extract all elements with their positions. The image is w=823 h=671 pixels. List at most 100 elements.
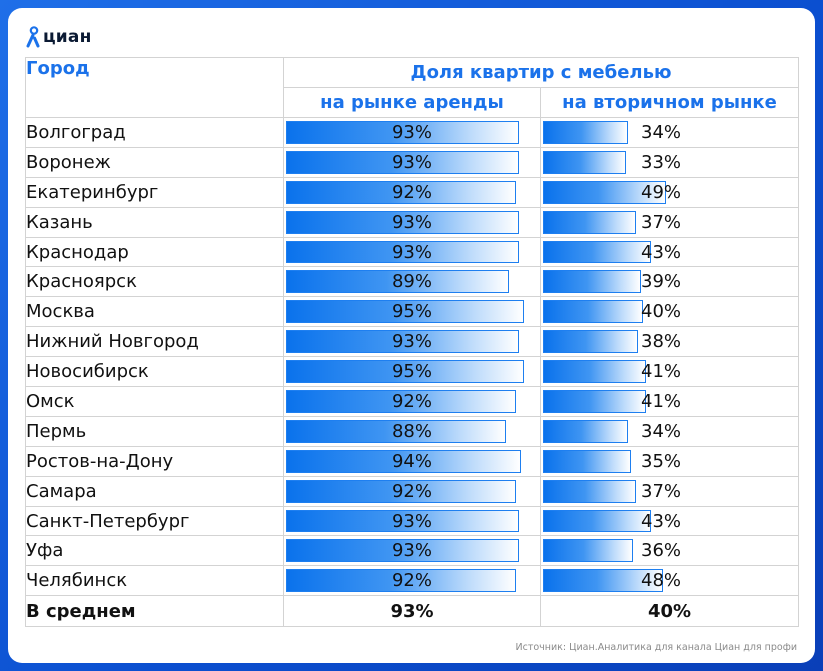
city-label: Екатеринбург [25, 176, 284, 208]
secondary-column-header: на вторичном рынке [539, 87, 800, 118]
secondary-value-label: 43% [641, 241, 682, 263]
table-row: Ростов-на-Дону 94% 35% [25, 445, 800, 477]
table-row: Москва 95% 40% [25, 296, 800, 328]
rent-value-label: 93% [391, 211, 432, 233]
rent-bar [286, 180, 516, 204]
rent-bar [286, 390, 516, 413]
secondary-value-label: 48% [641, 570, 682, 592]
secondary-value-label: 49% [641, 181, 682, 203]
secondary-value-label: 37% [641, 211, 682, 233]
secondary-value-label: 36% [641, 540, 682, 562]
rent-value-label: 93% [391, 510, 432, 532]
cian-logo: циан [26, 26, 92, 48]
rent-cell: 93% [283, 146, 541, 178]
average-secondary: 40% [539, 595, 800, 628]
city-label: Волгоград [25, 117, 284, 148]
secondary-value-label: 41% [641, 390, 682, 412]
rent-cell: 93% [283, 535, 541, 567]
table-row: Волгоград 93% 34% [25, 117, 800, 148]
source-note: Источник: Циан.Аналитика для канала Циан… [515, 642, 797, 653]
secondary-bar [543, 479, 636, 503]
table-row: Воронеж 93% 33% [25, 146, 800, 178]
rent-bar [286, 150, 519, 174]
rent-value-label: 93% [391, 151, 432, 173]
city-label: Воронеж [25, 146, 284, 178]
rent-bar [286, 539, 519, 563]
rent-value-label: 92% [391, 390, 432, 412]
secondary-cell: 40% [539, 296, 800, 328]
table-body: Волгоград 93% 34% Воронеж 93% 33% Екатеринбург… [25, 117, 800, 597]
rent-cell: 93% [283, 236, 541, 268]
table-row: Нижний Новгород 93% 38% [25, 326, 800, 358]
secondary-value-label: 37% [641, 480, 682, 502]
rent-cell: 95% [283, 356, 541, 388]
secondary-cell: 43% [539, 505, 800, 537]
rent-cell: 92% [283, 475, 541, 507]
rent-value-label: 93% [391, 121, 432, 143]
city-label: Краснодар [25, 236, 284, 268]
secondary-cell: 49% [539, 176, 800, 208]
city-label: Пермь [25, 415, 284, 447]
secondary-cell: 41% [539, 356, 800, 388]
table-row: Самара 92% 37% [25, 475, 800, 507]
rent-value-label: 95% [391, 301, 432, 323]
secondary-cell: 36% [539, 535, 800, 567]
rent-bar [286, 270, 509, 294]
average-rent: 93% [283, 595, 541, 628]
table-row: Санкт-Петербург 93% 43% [25, 505, 800, 537]
city-label: Челябинск [25, 565, 284, 597]
city-label: Санкт-Петербург [25, 505, 284, 537]
table-row: Пермь 88% 34% [25, 415, 800, 447]
rent-bar [286, 479, 516, 503]
rent-value-label: 94% [391, 450, 432, 472]
table-row: Красноярск 89% 39% [25, 266, 800, 298]
table-row: Омск 92% 41% [25, 386, 800, 417]
rent-cell: 94% [283, 445, 541, 477]
rent-value-label: 92% [391, 480, 432, 502]
rent-value-label: 93% [391, 540, 432, 562]
table-row: Челябинск 92% 48% [25, 565, 800, 597]
rent-column-header: на рынке аренды [283, 87, 541, 118]
rent-value-label: 89% [391, 271, 432, 293]
secondary-bar [543, 180, 666, 204]
rent-cell: 92% [283, 386, 541, 417]
rent-value-label: 92% [391, 181, 432, 203]
rent-bar [286, 449, 521, 473]
rent-cell: 92% [283, 565, 541, 597]
secondary-cell: 48% [539, 565, 800, 597]
secondary-bar [543, 509, 651, 533]
table-row: Новосибирск 95% 41% [25, 356, 800, 388]
secondary-value-label: 39% [641, 271, 682, 293]
secondary-cell: 41% [539, 386, 800, 417]
rent-cell: 93% [283, 326, 541, 358]
furniture-share-table: Город Доля квартир с мебелью на рынке ар… [25, 57, 800, 628]
rent-bar [286, 360, 524, 384]
rent-value-label: 95% [391, 361, 432, 383]
rent-value-label: 93% [391, 331, 432, 353]
rent-bar [286, 330, 519, 354]
average-row: В среднем 93% 40% [25, 595, 800, 628]
rent-cell: 88% [283, 415, 541, 447]
secondary-value-label: 43% [641, 510, 682, 532]
rent-cell: 89% [283, 266, 541, 298]
table-row: Уфа 93% 36% [25, 535, 800, 567]
rent-bar [286, 300, 524, 324]
secondary-bar [543, 360, 646, 384]
rent-bar [286, 210, 519, 234]
table-row: Краснодар 93% 43% [25, 236, 800, 268]
secondary-value-label: 40% [641, 301, 682, 323]
rent-value-label: 93% [391, 241, 432, 263]
rent-value-label: 88% [391, 420, 432, 442]
table-row: Екатеринбург 92% 49% [25, 176, 800, 208]
city-label: Красноярск [25, 266, 284, 298]
secondary-cell: 33% [539, 146, 800, 178]
secondary-bar [543, 121, 628, 144]
secondary-bar [543, 240, 651, 264]
rent-cell: 93% [283, 505, 541, 537]
secondary-bar [543, 210, 636, 234]
secondary-value-label: 35% [641, 450, 682, 472]
rent-value-label: 92% [391, 570, 432, 592]
rent-cell: 93% [283, 117, 541, 148]
rent-bar [286, 240, 519, 264]
secondary-bar [543, 449, 631, 473]
